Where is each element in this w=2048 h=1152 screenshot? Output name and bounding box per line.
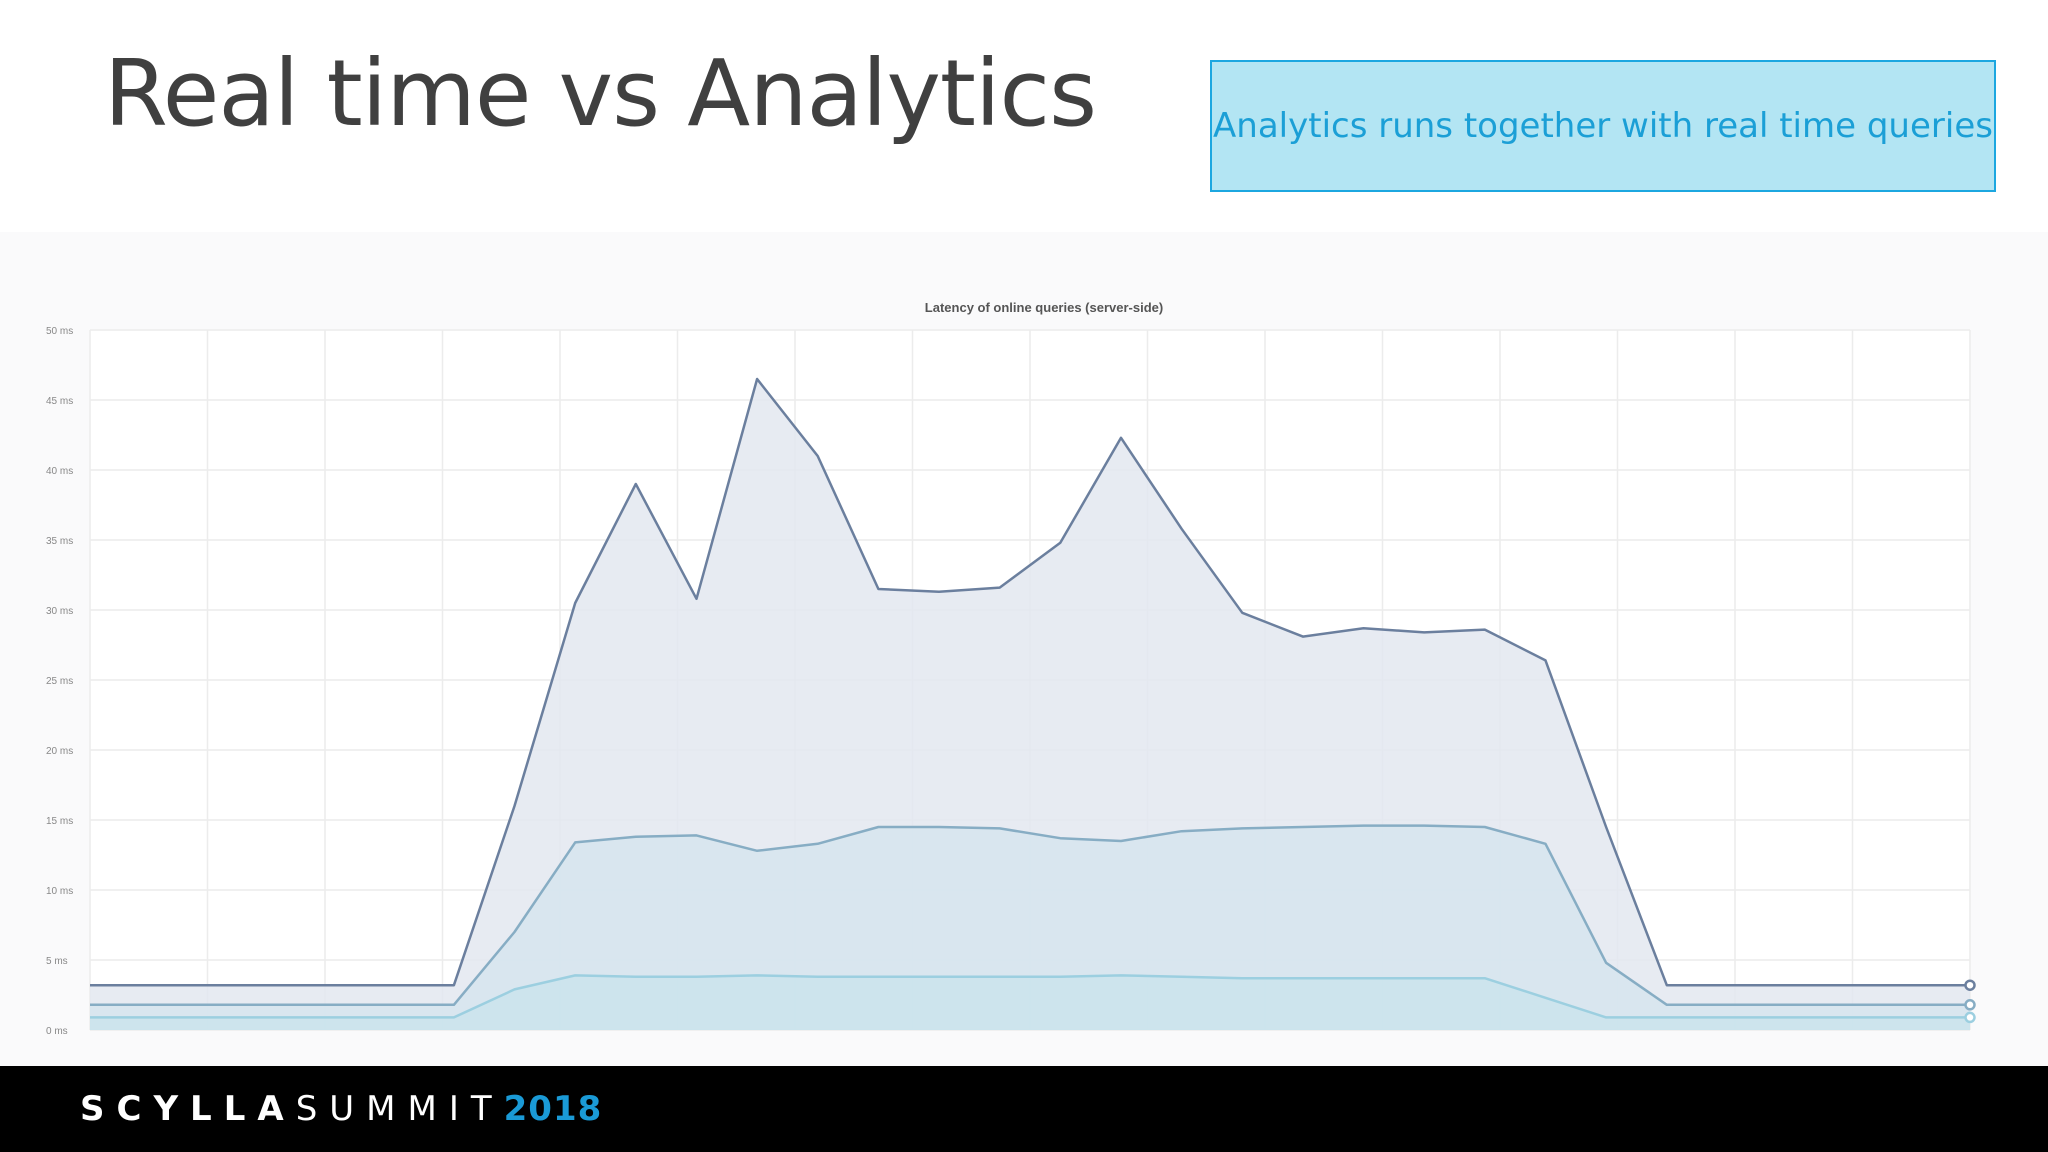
y-tick-label: 30 ms <box>46 606 73 617</box>
y-tick-label: 15 ms <box>46 816 73 827</box>
series-end-marker-3 <box>1964 1011 1976 1024</box>
y-tick-label: 10 ms <box>46 886 73 897</box>
brand-logo: SCYLLA SUMMIT 2018 <box>80 1086 602 1132</box>
brand-year: 2018 <box>503 1089 603 1129</box>
y-tick-label: 25 ms <box>46 676 73 687</box>
series-area-3 <box>90 975 1970 1030</box>
slide-title: Real time vs Analytics <box>104 40 1097 147</box>
y-tick-label: 20 ms <box>46 746 73 757</box>
y-axis: 0 ms 5 ms 10 ms 15 ms 20 ms 25 ms 30 ms 35 ms 40… <box>46 326 73 1037</box>
chart-panel: Latency of online queries (server-side) … <box>0 232 2048 1066</box>
series-line-1 <box>90 377 1970 987</box>
chart-series <box>90 377 1976 1030</box>
y-tick-label: 45 ms <box>46 396 73 407</box>
series-end-marker-1 <box>1964 979 1976 991</box>
series-line-2 <box>90 824 1970 1007</box>
y-tick-label: 35 ms <box>46 536 73 547</box>
latency-chart: Latency of online queries (server-side) … <box>46 300 1976 1037</box>
y-tick-label: 50 ms <box>46 326 73 337</box>
y-tick-label: 0 ms <box>46 1026 68 1037</box>
series-end-marker-2 <box>1964 999 1976 1011</box>
series-line-3 <box>90 974 1970 1019</box>
footer-bar: SCYLLA SUMMIT 2018 <box>0 1066 2048 1152</box>
brand-summit: SUMMIT <box>295 1089 504 1129</box>
callout-box: Analytics runs together with real time q… <box>1210 60 1996 192</box>
y-tick-label: 40 ms <box>46 466 73 477</box>
brand-scylla: SCYLLA <box>80 1089 296 1129</box>
y-tick-label: 5 ms <box>46 956 68 967</box>
callout-text: Analytics runs together with real time q… <box>1213 106 1993 146</box>
chart-title: Latency of online queries (server-side) <box>925 300 1163 315</box>
